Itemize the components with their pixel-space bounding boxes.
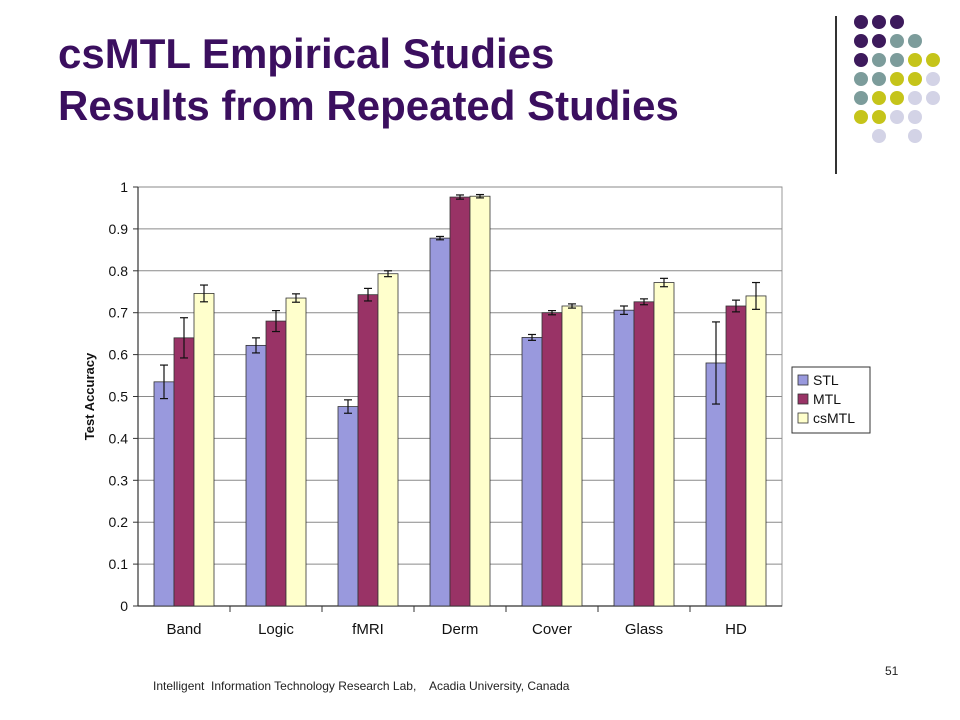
- y-tick-label: 0.5: [109, 389, 129, 405]
- x-tick-label: HD: [725, 621, 747, 638]
- decorative-dot: [854, 72, 868, 86]
- bar-stl: [429, 237, 451, 607]
- decorative-dot: [908, 34, 922, 48]
- bar-csmtl: [561, 305, 583, 607]
- bar-mtl: [633, 301, 655, 607]
- y-tick-label: 0.9: [109, 221, 129, 237]
- bar-stl: [521, 337, 543, 607]
- decorative-dot: [854, 91, 868, 105]
- decorative-dot: [908, 91, 922, 105]
- decorative-dot: [890, 34, 904, 48]
- decorative-dot: [854, 53, 868, 67]
- slide-footer: Intelligent Information Technology Resea…: [153, 679, 570, 693]
- title-divider-line: [835, 16, 837, 174]
- decorative-dot: [854, 34, 868, 48]
- y-tick-label: 0.1: [109, 556, 129, 572]
- decorative-dot: [854, 15, 868, 29]
- bar-stl: [613, 309, 635, 607]
- x-tick-label: Band: [166, 621, 201, 638]
- legend-label: MTL: [813, 391, 841, 407]
- bar-mtl: [449, 196, 471, 607]
- bar-stl: [245, 344, 267, 607]
- decorative-dot-grid: [854, 15, 940, 143]
- legend-label: STL: [813, 372, 839, 388]
- decorative-dot: [872, 91, 886, 105]
- decorative-dot: [908, 110, 922, 124]
- y-tick-label: 0.2: [109, 514, 129, 530]
- bar-mtl: [357, 294, 379, 607]
- x-tick-label: Glass: [625, 621, 663, 638]
- decorative-dot: [926, 91, 940, 105]
- x-tick-label: fMRI: [352, 621, 384, 638]
- bar-csmtl: [377, 273, 399, 607]
- bar-mtl: [541, 312, 563, 607]
- bar-mtl: [265, 320, 287, 607]
- y-tick-label: 1: [120, 179, 128, 195]
- legend-swatch: [797, 374, 809, 386]
- decorative-dot: [908, 129, 922, 143]
- decorative-dot: [908, 53, 922, 67]
- y-tick-label: 0.8: [109, 263, 129, 279]
- bar-csmtl: [469, 195, 491, 607]
- y-axis-label: Test Accuracy: [82, 352, 97, 440]
- x-tick-label: Logic: [258, 621, 294, 638]
- decorative-dot: [872, 34, 886, 48]
- y-tick-label: 0.3: [109, 472, 129, 488]
- bar-csmtl: [745, 295, 767, 607]
- decorative-dot: [890, 53, 904, 67]
- legend-label: csMTL: [813, 410, 855, 426]
- decorative-dot: [890, 15, 904, 29]
- decorative-dot: [872, 53, 886, 67]
- decorative-dot: [890, 91, 904, 105]
- bar-csmtl: [285, 297, 307, 607]
- y-tick-label: 0.6: [109, 347, 129, 363]
- bar-csmtl: [653, 282, 675, 607]
- y-tick-label: 0.7: [109, 305, 129, 321]
- decorative-dot: [908, 72, 922, 86]
- decorative-dot: [926, 72, 940, 86]
- y-tick-label: 0.4: [109, 430, 129, 446]
- legend-swatch: [797, 412, 809, 424]
- decorative-dot: [890, 110, 904, 124]
- y-tick-label: 0: [120, 598, 128, 614]
- decorative-dot: [872, 129, 886, 143]
- bar-chart: 0 0.1 0.2 0.3 0.4 0.5 0.6 0.7 0.8 0.9 1 Test Accura…: [82, 179, 871, 638]
- bar-stl: [337, 406, 359, 607]
- slide-title: csMTL Empirical Studies Results from Rep…: [58, 28, 679, 132]
- decorative-dot: [872, 15, 886, 29]
- decorative-dot: [854, 110, 868, 124]
- x-tick-label: Cover: [532, 621, 572, 638]
- slide-title-line-2: Results from Repeated Studies: [58, 82, 679, 129]
- legend-swatch: [797, 393, 809, 405]
- slide-title-line-1: csMTL Empirical Studies: [58, 30, 555, 77]
- bar-mtl: [725, 305, 747, 607]
- decorative-dot: [890, 72, 904, 86]
- decorative-dot: [872, 72, 886, 86]
- bar-stl: [153, 381, 175, 607]
- bar-mtl: [173, 337, 195, 607]
- page-number: 51: [885, 664, 899, 678]
- decorative-dot: [926, 53, 940, 67]
- decorative-dot: [872, 110, 886, 124]
- bar-csmtl: [193, 293, 215, 607]
- x-tick-label: Derm: [442, 621, 479, 638]
